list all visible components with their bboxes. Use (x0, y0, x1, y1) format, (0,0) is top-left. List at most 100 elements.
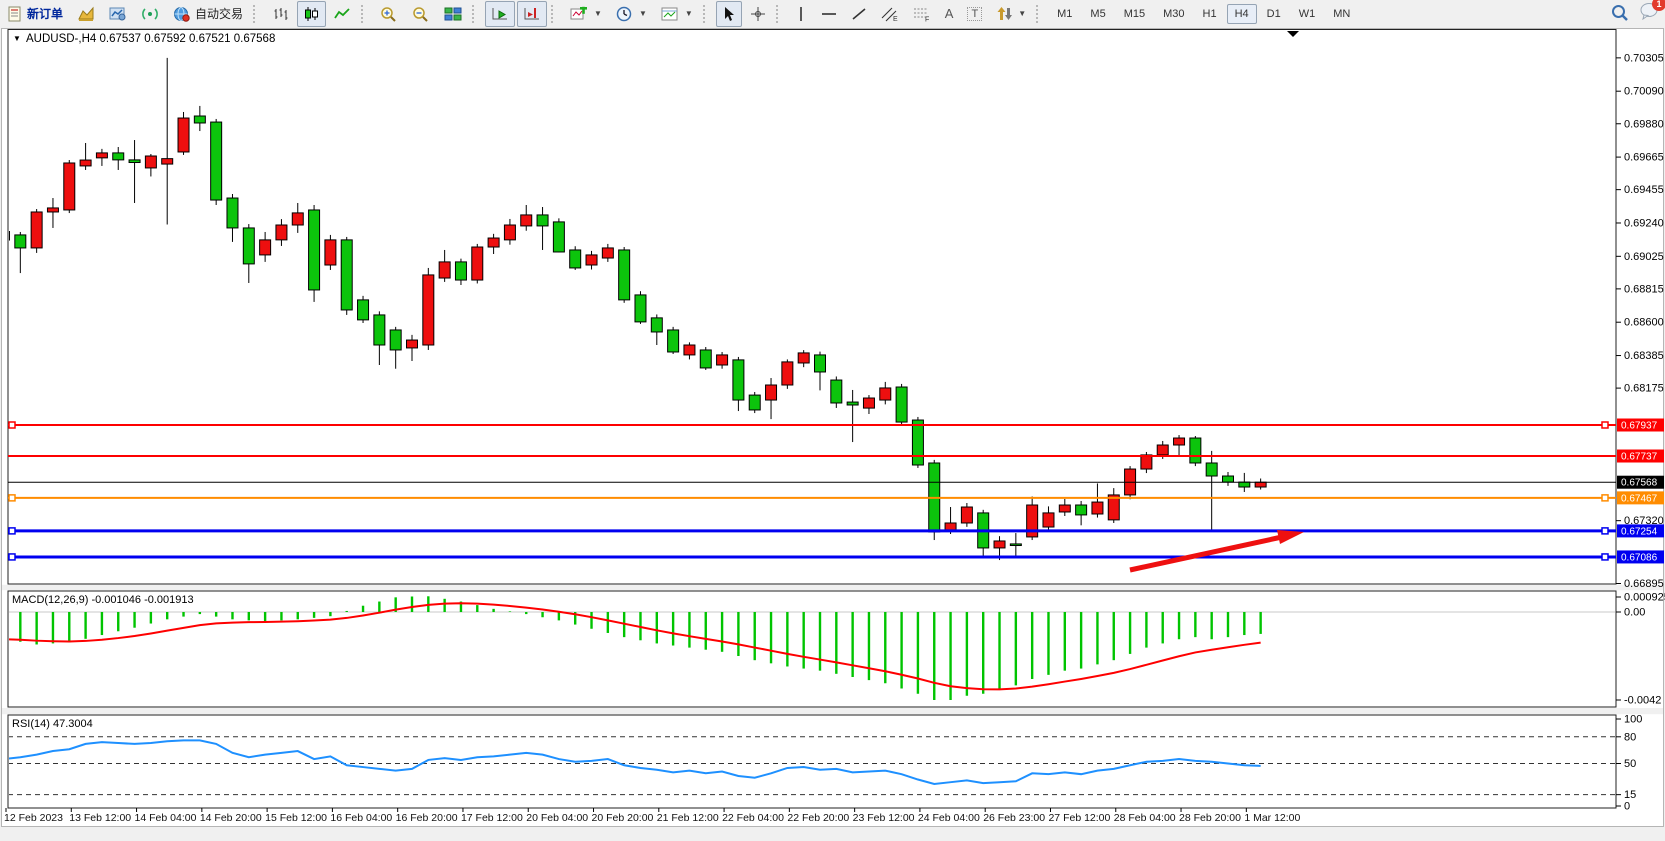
profiles-button[interactable] (71, 1, 101, 27)
svg-text:0.68175: 0.68175 (1624, 383, 1664, 395)
chevron-down-icon: ▼ (684, 9, 693, 18)
svg-text:0.67937: 0.67937 (1621, 421, 1658, 432)
chart-line-button[interactable] (328, 1, 357, 27)
trendline-button[interactable] (845, 1, 873, 27)
chart-candles-icon (305, 6, 319, 21)
auto-scroll-button[interactable] (485, 0, 516, 27)
timeframe-mn[interactable]: MN (1333, 7, 1351, 20)
svg-text:16 Feb 04:00: 16 Feb 04:00 (330, 812, 392, 824)
crosshair-icon (750, 6, 765, 21)
price-axis: 0.70305 0.70090 0.69880 0.69665 0.69455 0.692… (1616, 52, 1664, 590)
navigator-button[interactable] (135, 1, 165, 27)
tile-windows-button[interactable] (438, 1, 468, 27)
svg-text:E: E (893, 16, 898, 22)
svg-text:26 Feb 23:00: 26 Feb 23:00 (983, 812, 1045, 824)
svg-text:0.69665: 0.69665 (1624, 152, 1664, 164)
timeframe-h1[interactable]: H1 (1202, 7, 1217, 20)
chart-shift-marker[interactable] (1287, 31, 1299, 37)
trendline-icon (852, 7, 866, 20)
arrows-button[interactable]: ▼ (990, 1, 1032, 27)
svg-text:0.68815: 0.68815 (1624, 283, 1664, 295)
text-button[interactable]: A (939, 1, 960, 27)
support-line-1-handle[interactable] (8, 527, 16, 535)
market-watch-button[interactable] (103, 1, 133, 27)
timeframe-m30[interactable]: M30 (1163, 7, 1185, 20)
zoom-out-button[interactable] (406, 1, 436, 27)
resistance-line-1-handle[interactable] (8, 421, 16, 429)
svg-text:0.68600: 0.68600 (1624, 317, 1664, 329)
support-line-1-handle[interactable] (1601, 527, 1609, 535)
indicators-button[interactable]: ▼ (564, 1, 608, 27)
symbol-dropdown-icon[interactable]: ▼ (13, 34, 21, 43)
panel-splitter[interactable] (2, 584, 1663, 591)
chart-candles-button[interactable] (297, 0, 327, 27)
svg-text:F: F (925, 16, 929, 22)
resistance-line-1-handle[interactable] (1601, 421, 1609, 429)
svg-text:15: 15 (1624, 789, 1636, 801)
svg-text:1 Mar 12:00: 1 Mar 12:00 (1244, 812, 1300, 824)
svg-text:0.69455: 0.69455 (1624, 184, 1664, 196)
svg-text:12 Feb 2023: 12 Feb 2023 (4, 812, 63, 824)
pivot-line-handle[interactable] (8, 494, 16, 502)
panel-splitter[interactable] (2, 708, 1663, 715)
equidistant-channel-icon: E (881, 7, 898, 22)
trend-arrow[interactable] (1129, 530, 1304, 573)
indicators-icon (570, 6, 588, 19)
new-order-button[interactable]: 新订单 (1, 1, 69, 27)
notifications-button[interactable]: 1 (1639, 0, 1665, 23)
svg-text:13 Feb 12:00: 13 Feb 12:00 (69, 812, 131, 824)
cursor-button[interactable] (715, 0, 742, 27)
toolbar-grip (361, 4, 370, 23)
svg-text:0.00: 0.00 (1624, 607, 1645, 619)
svg-text:0.67086: 0.67086 (1621, 552, 1658, 563)
toolbar-grip (253, 4, 262, 23)
chart-bars-icon (274, 7, 288, 20)
templates-button[interactable]: ▼ (655, 1, 699, 27)
toolbar-grip (1036, 4, 1045, 23)
timeframe-m15[interactable]: M15 (1123, 7, 1146, 20)
charts-profile-icon (78, 6, 94, 21)
horizontal-line-icon (821, 12, 836, 15)
chart-line-icon (334, 7, 350, 18)
price-tag (1617, 475, 1664, 489)
svg-text:MACD(12,26,9) -0.001046 -0.001: MACD(12,26,9) -0.001046 -0.001913 (12, 594, 194, 606)
timeframe-m1[interactable]: M1 (1057, 7, 1073, 20)
crosshair-button[interactable] (744, 1, 772, 27)
timeframe-h4[interactable]: H4 (1226, 3, 1257, 24)
horizontal-line-button[interactable] (815, 1, 843, 27)
chart-bars-button[interactable] (266, 1, 295, 27)
chart-shift-button[interactable] (517, 0, 548, 27)
fibonacci-button[interactable]: F (907, 1, 937, 27)
svg-text:20 Feb 04:00: 20 Feb 04:00 (526, 812, 588, 824)
svg-text:22 Feb 20:00: 22 Feb 20:00 (787, 812, 849, 824)
svg-text:0.69880: 0.69880 (1624, 118, 1664, 130)
timeframe-d1[interactable]: D1 (1266, 7, 1281, 20)
timeframe-m5[interactable]: M5 (1090, 7, 1106, 20)
svg-text:23 Feb 12:00: 23 Feb 12:00 (853, 812, 915, 824)
vertical-line-button[interactable] (789, 1, 813, 27)
svg-text:21 Feb 12:00: 21 Feb 12:00 (657, 812, 719, 824)
autotrade-button[interactable]: 自动交易 (167, 1, 249, 27)
search-icon[interactable] (1611, 4, 1629, 22)
channel-button[interactable]: E (875, 1, 905, 27)
chevron-down-icon: ▼ (594, 9, 602, 18)
text-label-button[interactable]: T (961, 1, 988, 27)
pivot-line-handle[interactable] (1601, 494, 1609, 502)
svg-text:0.67254: 0.67254 (1621, 526, 1658, 537)
template-icon (661, 7, 678, 20)
line-objects (8, 421, 1616, 561)
support-line-2-handle[interactable] (1601, 553, 1609, 561)
svg-text:27 Feb 12:00: 27 Feb 12:00 (1048, 812, 1110, 824)
zoom-in-icon (381, 6, 396, 22)
chart-window: 0.70305 0.70090 0.69880 0.69665 0.69455 0.692… (0, 27, 1665, 841)
svg-text:16 Feb 20:00: 16 Feb 20:00 (396, 812, 458, 824)
support-line-2-handle[interactable] (8, 553, 16, 561)
timeframe-w1[interactable]: W1 (1298, 7, 1316, 20)
svg-text:0.66895: 0.66895 (1624, 578, 1664, 590)
zoom-in-button[interactable] (374, 1, 404, 27)
svg-text:0.70305: 0.70305 (1624, 52, 1664, 64)
autotrade-label: 自动交易 (195, 7, 244, 21)
svg-text:14 Feb 20:00: 14 Feb 20:00 (200, 812, 262, 824)
svg-text:0.70090: 0.70090 (1624, 86, 1664, 98)
periods-button[interactable]: ▼ (610, 1, 653, 27)
